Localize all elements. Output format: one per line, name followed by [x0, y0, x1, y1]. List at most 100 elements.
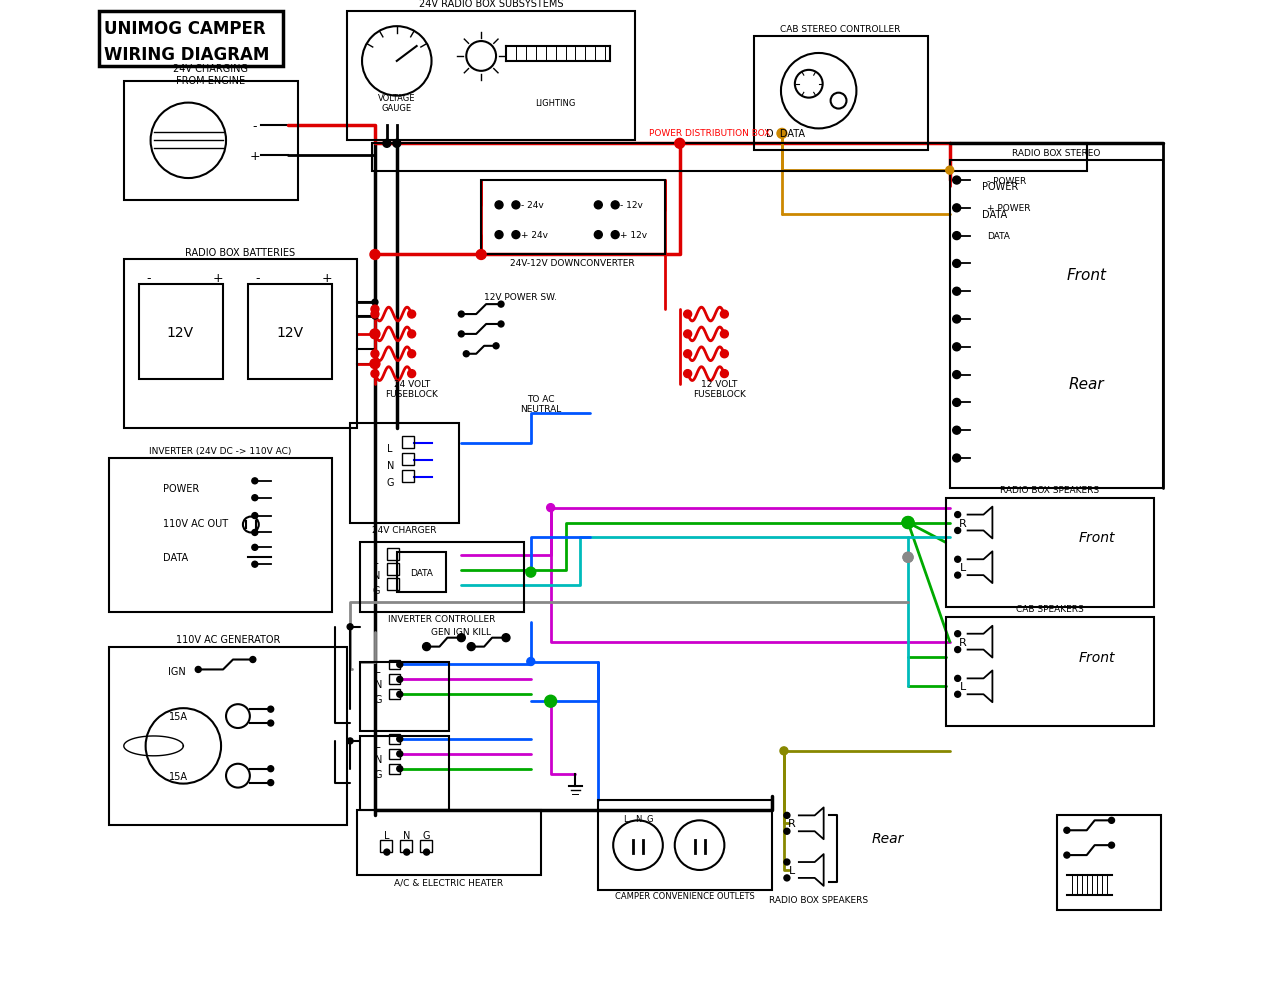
Circle shape	[371, 331, 379, 339]
Circle shape	[952, 343, 961, 351]
Text: LIGHTING: LIGHTING	[535, 99, 576, 108]
Circle shape	[252, 562, 257, 568]
Text: - POWER: - POWER	[987, 177, 1027, 186]
Circle shape	[684, 370, 691, 378]
Bar	[754, 37, 928, 151]
Text: 12 VOLT
FUSEBLOCK: 12 VOLT FUSEBLOCK	[692, 379, 746, 399]
Text: N: N	[375, 754, 383, 764]
Circle shape	[393, 140, 401, 148]
Text: G: G	[646, 814, 653, 823]
Circle shape	[408, 370, 416, 378]
Circle shape	[594, 232, 603, 240]
Text: G: G	[387, 477, 394, 487]
Circle shape	[397, 751, 403, 757]
Bar	[360, 543, 524, 612]
Circle shape	[467, 643, 475, 651]
Circle shape	[952, 399, 961, 407]
Circle shape	[594, 202, 603, 210]
Text: UNIMOG CAMPER: UNIMOG CAMPER	[104, 20, 265, 38]
Bar	[1057, 815, 1161, 910]
Circle shape	[268, 720, 274, 726]
Text: INVERTER CONTROLLER: INVERTER CONTROLLER	[388, 615, 495, 624]
Circle shape	[403, 850, 410, 856]
Text: -: -	[252, 119, 257, 132]
Circle shape	[252, 545, 257, 551]
Circle shape	[347, 624, 353, 630]
Circle shape	[952, 454, 961, 462]
Circle shape	[498, 322, 504, 328]
Circle shape	[955, 692, 961, 697]
Circle shape	[397, 662, 403, 668]
Circle shape	[783, 812, 790, 818]
Text: POWER: POWER	[983, 182, 1019, 192]
Circle shape	[1108, 843, 1115, 849]
Text: 15A: 15A	[169, 711, 187, 721]
Text: G: G	[372, 586, 380, 596]
Bar	[99, 12, 283, 67]
Circle shape	[955, 573, 961, 579]
Circle shape	[684, 331, 691, 339]
Text: L: L	[384, 830, 389, 841]
Text: RADIO BOX STEREO: RADIO BOX STEREO	[1011, 148, 1100, 157]
Text: L: L	[960, 563, 965, 573]
Circle shape	[721, 311, 728, 319]
Circle shape	[547, 505, 554, 513]
Circle shape	[777, 129, 787, 139]
Text: GEN IGN KILL: GEN IGN KILL	[431, 628, 492, 637]
Text: L: L	[960, 682, 965, 692]
Bar	[389, 675, 399, 685]
Text: R: R	[959, 518, 966, 528]
Text: L: L	[387, 443, 393, 453]
Text: + POWER: + POWER	[987, 205, 1030, 213]
Text: + 12v: + 12v	[620, 231, 648, 240]
Bar	[389, 749, 399, 759]
Text: Rear: Rear	[872, 831, 905, 846]
Circle shape	[955, 513, 961, 518]
Circle shape	[372, 300, 378, 306]
Text: 12V: 12V	[276, 326, 303, 340]
Bar	[389, 764, 399, 774]
Circle shape	[684, 311, 691, 319]
Text: Front: Front	[1079, 650, 1115, 664]
Text: L: L	[623, 814, 627, 823]
Text: N: N	[403, 830, 411, 841]
Circle shape	[458, 312, 465, 318]
Circle shape	[675, 139, 685, 149]
Bar	[397, 553, 447, 593]
Bar	[351, 424, 460, 523]
Circle shape	[952, 371, 961, 379]
Bar	[357, 810, 540, 875]
Circle shape	[721, 350, 728, 358]
Bar	[389, 660, 399, 670]
Circle shape	[250, 657, 256, 663]
Text: R: R	[788, 818, 796, 828]
Circle shape	[196, 667, 201, 673]
Text: 15A: 15A	[169, 771, 187, 781]
Text: +: +	[212, 272, 224, 285]
Circle shape	[612, 202, 620, 210]
Circle shape	[545, 695, 557, 707]
Circle shape	[946, 166, 954, 175]
Circle shape	[904, 553, 913, 563]
Text: INVERTER (24V DC -> 110V AC): INVERTER (24V DC -> 110V AC)	[148, 446, 292, 455]
Circle shape	[252, 530, 257, 536]
Circle shape	[457, 634, 466, 642]
Bar	[399, 841, 412, 853]
Circle shape	[370, 251, 380, 260]
Bar	[380, 841, 392, 853]
Bar	[402, 453, 413, 465]
Circle shape	[422, 643, 430, 651]
Bar	[950, 161, 1164, 488]
Circle shape	[612, 232, 620, 240]
Text: POWER: POWER	[164, 483, 200, 493]
Text: N: N	[375, 680, 383, 690]
Bar	[946, 498, 1155, 607]
Text: N: N	[387, 460, 394, 470]
Circle shape	[458, 332, 465, 338]
Circle shape	[397, 766, 403, 772]
Circle shape	[952, 288, 961, 296]
Circle shape	[952, 427, 961, 434]
Text: - 24v: - 24v	[521, 202, 544, 211]
Circle shape	[955, 631, 961, 637]
Circle shape	[495, 202, 503, 210]
